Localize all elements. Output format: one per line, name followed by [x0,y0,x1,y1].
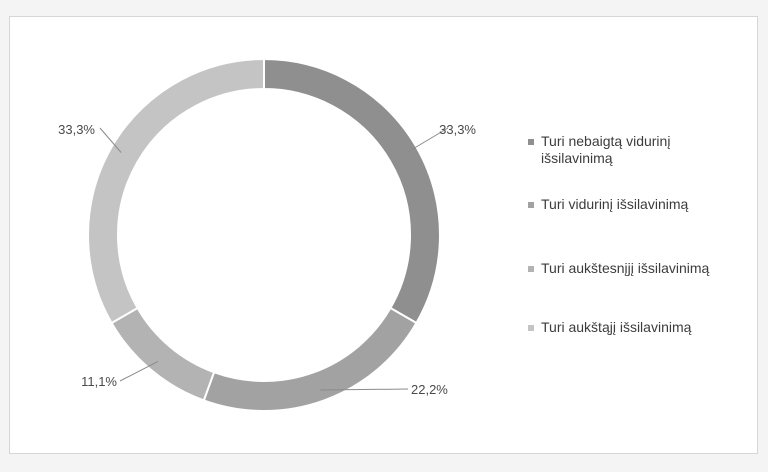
leader-line-3 [119,360,159,382]
donut-slice-2 [202,306,418,412]
chart-area [9,16,758,454]
data-label-3: 11,1% [81,374,117,389]
leader-line-4 [99,127,122,153]
donut-slice-4 [87,57,265,325]
legend-swatch-1 [528,139,534,145]
donut-slice-3 [110,306,216,402]
legend-item-1: Turi nebaigtą vidurinį išsilavinimą [528,133,731,167]
legend-label-3: Turi aukštesnįjį išsilavinimą [541,260,710,276]
data-label-2: 22,2% [411,382,448,397]
legend-swatch-4 [528,325,534,331]
data-label-1: 33,3% [439,122,476,137]
leader-line-1 [406,127,449,153]
legend-item-4: Turi aukštąjį išsilavinimą [528,319,731,336]
leader-line-2 [320,388,409,391]
legend-label-4: Turi aukštąjį išsilavinimą [541,319,692,335]
legend-item-2: Turi vidurinį išsilavinimą [528,196,731,213]
legend-swatch-3 [528,266,534,272]
legend-swatch-2 [528,202,534,208]
legend-item-3: Turi aukštesnįjį išsilavinimą [528,260,731,277]
legend-label-2: Turi vidurinį išsilavinimą [541,196,689,212]
legend-label-1: Turi nebaigtą vidurinį išsilavinimą [541,133,671,166]
data-label-4: 33,3% [58,122,95,137]
donut-slice-1 [263,57,441,325]
